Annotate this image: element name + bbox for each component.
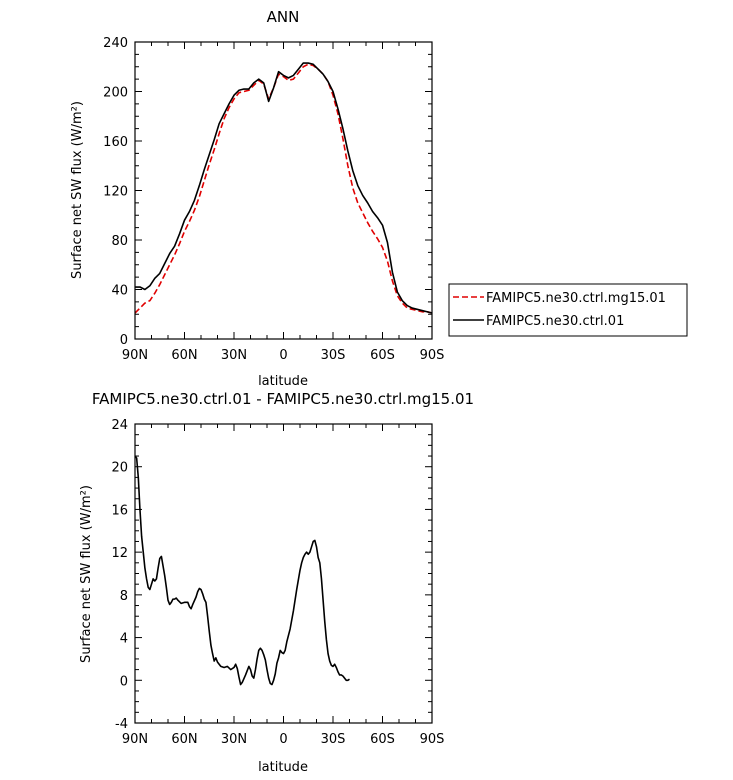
top-chart-title: ANN	[267, 8, 300, 26]
top-x-tick-label: 90N	[122, 348, 148, 363]
bottom-x-tick-label: 30N	[221, 732, 247, 747]
bottom-x-tick-label: 90N	[122, 732, 148, 747]
top-y-tick-label: 200	[103, 86, 128, 101]
bottom-x-tick-label: 0	[279, 732, 287, 747]
bottom-y-tick-label: 16	[111, 503, 128, 518]
bottom-x-tick-label: 60N	[171, 732, 197, 747]
bottom-y-tick-label: 12	[111, 546, 128, 561]
bottom-y-tick-label: -4	[115, 717, 128, 732]
bottom-y-axis-label: Surface net SW flux (W/m²)	[79, 485, 94, 663]
bottom-ticks: 90N 60N 30N 0 30S 60S 90S -4 0 4 8 12 16 20 24	[111, 418, 444, 747]
bottom-x-tick-label: 30S	[321, 732, 346, 747]
legend-label-ctrl: FAMIPC5.ne30.ctrl.01	[486, 314, 624, 329]
bottom-series-line-0	[134, 455, 350, 686]
top-y-tick-label: 80	[111, 234, 128, 249]
legend: FAMIPC5.ne30.ctrl.mg15.01 FAMIPC5.ne30.c…	[448, 283, 688, 337]
top-x-tick-label: 0	[279, 348, 287, 363]
top-plot-frame	[134, 41, 433, 340]
top-y-tick-label: 240	[103, 36, 128, 51]
top-x-tick-label: 30S	[321, 348, 346, 363]
top-x-tick-label: 90S	[420, 348, 445, 363]
bottom-panel: FAMIPC5.ne30.ctrl.01 - FAMIPC5.ne30.ctrl…	[79, 390, 474, 775]
bottom-series-group	[134, 455, 350, 686]
top-y-tick-label: 120	[103, 185, 128, 200]
legend-box	[448, 283, 688, 337]
bottom-x-axis-label: latitude	[258, 760, 308, 775]
top-series-line-0	[134, 63, 433, 314]
bottom-plot-frame	[134, 423, 433, 724]
top-ticks: 90N 60N 30N 0 30S 60S 90S 0 40 80 120 160 200 240	[103, 36, 444, 363]
top-x-tick-label: 30N	[221, 348, 247, 363]
top-y-tick-label: 0	[120, 333, 128, 348]
bottom-y-tick-label: 24	[111, 418, 128, 433]
top-y-tick-label: 160	[103, 135, 128, 150]
top-x-tick-label: 60N	[171, 348, 197, 363]
legend-label-mg15: FAMIPC5.ne30.ctrl.mg15.01	[486, 291, 666, 306]
bottom-y-tick-label: 20	[111, 461, 128, 476]
top-y-axis-label: Surface net SW flux (W/m²)	[70, 101, 85, 279]
top-y-tick-label: 40	[111, 284, 128, 299]
bottom-chart-title: FAMIPC5.ne30.ctrl.01 - FAMIPC5.ne30.ctrl…	[92, 390, 474, 408]
bottom-y-tick-label: 4	[120, 632, 128, 647]
top-series-group	[134, 62, 433, 314]
top-x-axis-label: latitude	[258, 374, 308, 389]
bottom-x-tick-label: 60S	[370, 732, 395, 747]
bottom-x-tick-label: 90S	[420, 732, 445, 747]
bottom-y-tick-label: 8	[120, 589, 128, 604]
top-panel: ANN 90N 60N 30N 0 30S 60S 90S 0 40 80 120 160 200 240…	[70, 8, 444, 389]
bottom-y-tick-label: 0	[120, 674, 128, 689]
top-series-line-1	[135, 62, 433, 314]
top-x-tick-label: 60S	[370, 348, 395, 363]
